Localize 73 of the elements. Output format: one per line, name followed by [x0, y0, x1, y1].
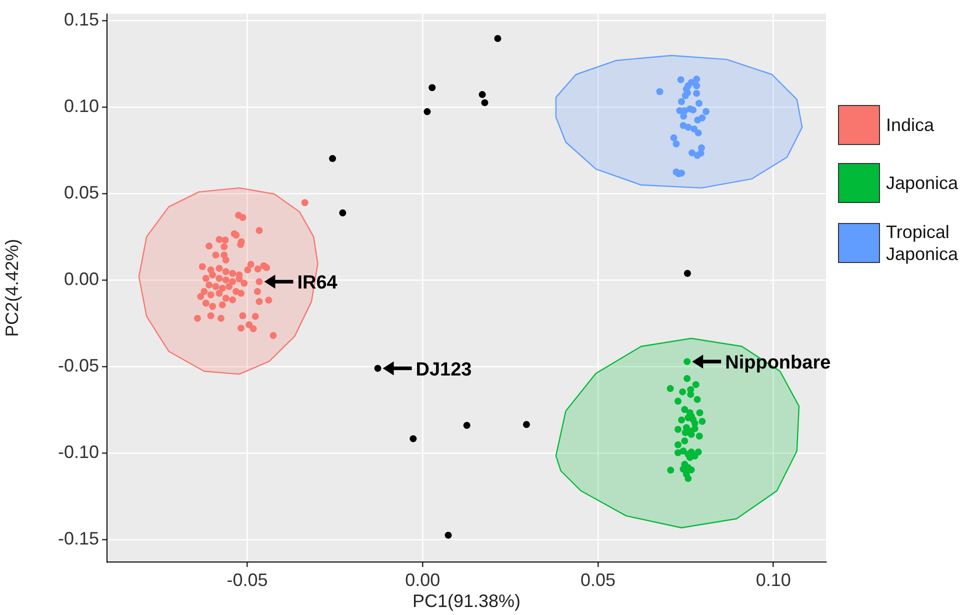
point — [690, 106, 697, 114]
legend-label: Tropical Japonica — [886, 221, 960, 265]
y-tick-label: 0.00 — [64, 269, 99, 290]
point — [684, 474, 692, 482]
point — [684, 358, 691, 366]
point — [678, 98, 685, 106]
point — [702, 108, 710, 116]
x-tick-label: -0.05 — [226, 570, 268, 590]
point — [424, 108, 431, 116]
y-tick-label: 0.05 — [64, 182, 99, 203]
legend-label: Japonica — [886, 172, 960, 194]
point — [688, 466, 695, 474]
y-axis-title: PC2(4.42%) — [2, 238, 22, 337]
point — [691, 425, 698, 432]
point — [692, 381, 700, 388]
point — [678, 416, 685, 424]
y-tick-label: -0.10 — [58, 442, 99, 462]
point — [463, 422, 470, 429]
point — [694, 396, 701, 403]
point — [681, 406, 688, 413]
x-axis-title: PC1(91.38%) — [412, 591, 521, 612]
point — [478, 91, 486, 98]
point — [494, 35, 502, 42]
point — [666, 385, 674, 392]
legend-label: Indica — [886, 114, 936, 136]
point — [444, 532, 452, 539]
x-tick-label: 0.10 — [756, 570, 791, 590]
point — [696, 409, 704, 416]
point — [696, 100, 703, 107]
point — [694, 116, 702, 124]
point — [679, 388, 686, 396]
point — [688, 430, 695, 438]
x-tick-label: 0.05 — [580, 570, 616, 590]
point — [410, 435, 417, 442]
point — [680, 447, 687, 454]
point — [674, 441, 682, 448]
point — [374, 364, 382, 372]
point — [656, 88, 664, 96]
point — [696, 432, 703, 440]
point — [684, 375, 691, 382]
annotation: DJ123 — [416, 359, 472, 380]
point — [698, 418, 706, 425]
x-tick-label: 0.00 — [405, 570, 440, 590]
point — [690, 125, 698, 132]
point — [670, 134, 678, 142]
point — [697, 150, 704, 157]
point — [693, 76, 700, 83]
y-tick-label: 0.10 — [64, 96, 99, 116]
point — [682, 92, 689, 100]
point — [680, 466, 687, 473]
point — [680, 112, 688, 120]
annotation: IR64 — [297, 272, 338, 294]
point — [672, 140, 680, 148]
point — [481, 99, 488, 106]
y-tick-label: 0.15 — [64, 10, 99, 30]
point — [688, 149, 696, 156]
point — [693, 90, 700, 97]
point — [693, 82, 700, 90]
point — [667, 466, 674, 474]
y-tick-label: -0.15 — [58, 528, 99, 548]
point — [329, 155, 336, 162]
point — [684, 270, 691, 277]
point — [522, 421, 530, 428]
point — [684, 124, 692, 131]
y-tick-label: -0.05 — [58, 356, 99, 376]
point — [428, 84, 436, 92]
point — [682, 429, 689, 436]
point — [677, 76, 684, 84]
point — [681, 437, 688, 444]
point — [674, 398, 682, 405]
point — [694, 129, 702, 136]
point — [339, 209, 346, 216]
point — [674, 426, 682, 433]
